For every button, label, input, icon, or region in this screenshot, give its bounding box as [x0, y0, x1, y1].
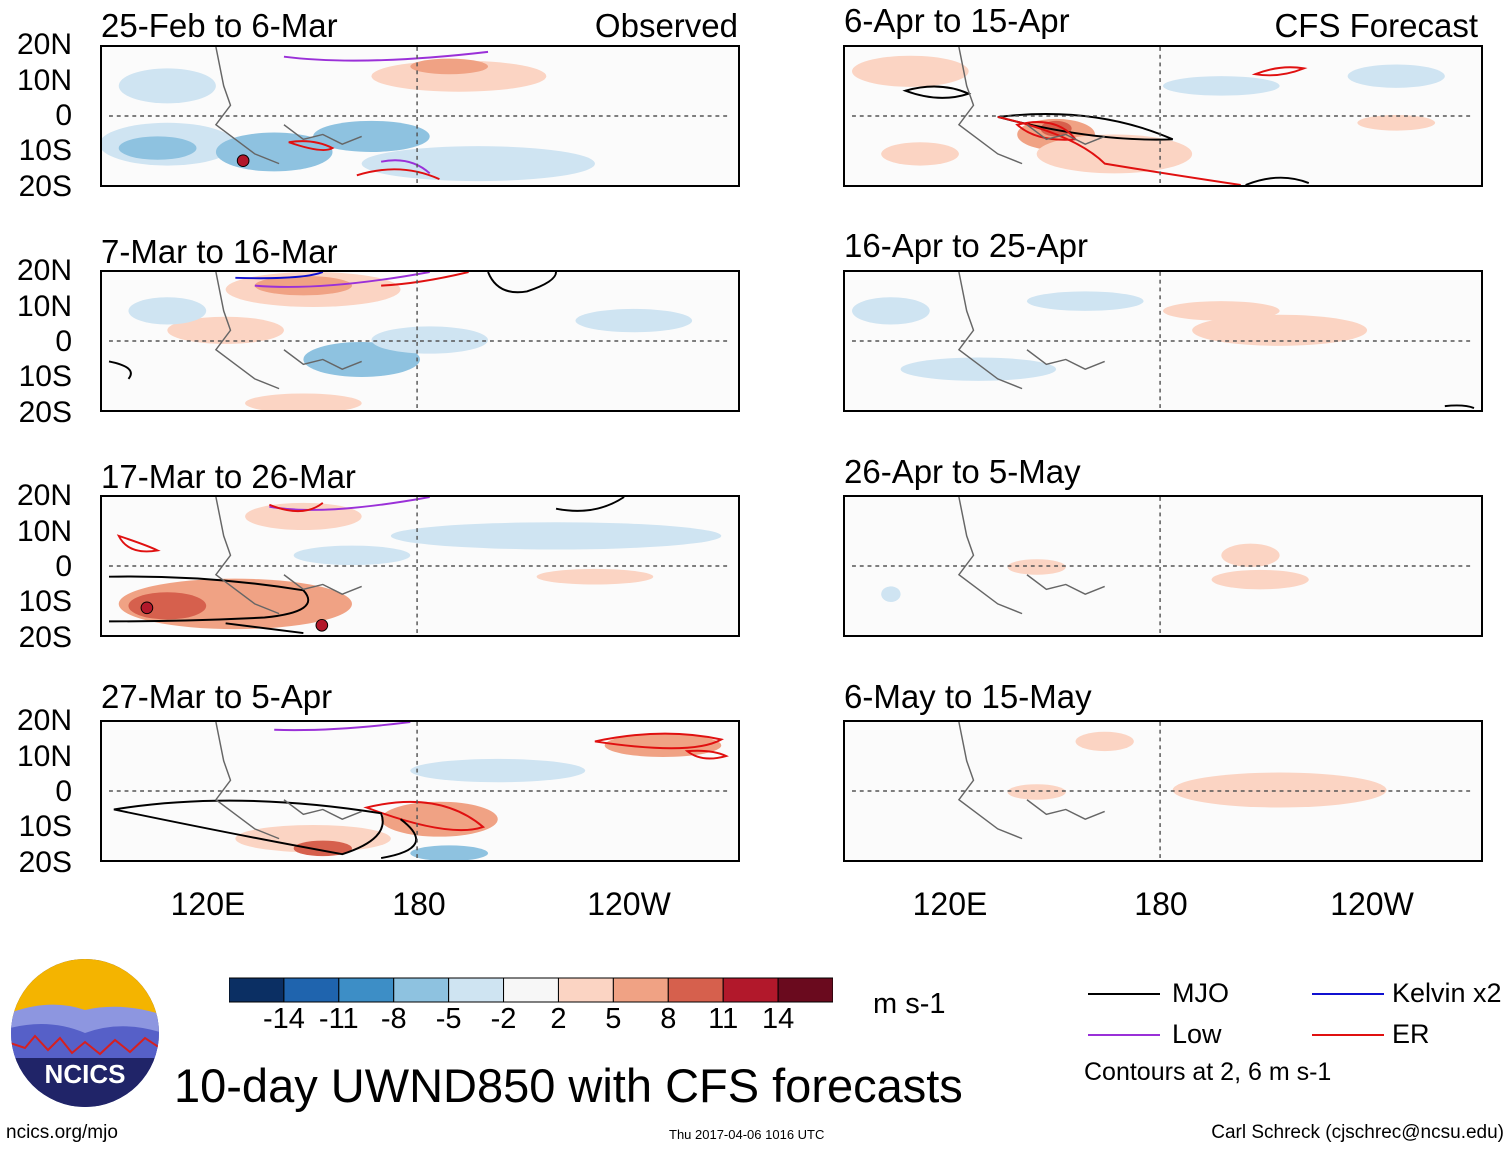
lat-tick-label: 10S: [18, 360, 72, 393]
lat-tick-label: 20N: [16, 28, 72, 61]
panel-title: 16-Apr to 25-Apr: [844, 227, 1088, 264]
panel-title: 17-Mar to 26-Mar: [101, 458, 356, 495]
map-panel-4: [100, 720, 740, 862]
legend-line-kelvin: [1312, 993, 1384, 995]
panel-title: 27-Mar to 5-Apr: [101, 678, 333, 715]
colorbar-tick-label: 2: [550, 1003, 567, 1035]
colorbar-swatch: [557, 977, 614, 1003]
legend-line-low: [1088, 1034, 1160, 1036]
panel-title: 7-Mar to 16-Mar: [101, 233, 338, 270]
colorbar-swatch: [612, 977, 669, 1003]
legend-line-mjo: [1088, 993, 1160, 995]
lat-tick-label: 0: [55, 325, 72, 358]
colorbar-tick-label: -14: [262, 1003, 305, 1035]
lon-tick-label: 120W: [1330, 886, 1414, 922]
colorbar-swatch: [448, 977, 505, 1003]
colorbar-tick-label: 14: [761, 1003, 795, 1035]
panel-title: 6-May to 15-May: [844, 678, 1092, 715]
colorbar-swatch: [503, 977, 559, 1003]
source-url[interactable]: ncics.org/mjo: [6, 1122, 118, 1143]
colorbar: [229, 977, 833, 1003]
lat-tick-label: 20S: [18, 170, 72, 203]
chart-title: 10-day UWND850 with CFS forecasts: [174, 1059, 963, 1112]
colorbar-swatch: [393, 977, 450, 1003]
colorbar-tick-label: -8: [380, 1003, 407, 1035]
lat-tick-label: 20S: [18, 846, 72, 879]
colorbar-swatch: [338, 977, 395, 1003]
legend-label-er: ER: [1392, 1019, 1430, 1049]
lat-tick-label: 10S: [18, 585, 72, 618]
colorbar-tick-label: -11: [318, 1003, 359, 1035]
map-panel-5: [843, 45, 1483, 187]
units-label: m s-1: [873, 988, 946, 1020]
lat-tick-label: 10S: [18, 810, 72, 843]
colorbar-tick-label: 11: [708, 1003, 739, 1035]
map-panel-6: [843, 270, 1483, 412]
panel-title: 26-Apr to 5-May: [844, 453, 1081, 490]
logo-text: NCICS: [45, 1059, 126, 1089]
colorbar-swatch: [229, 977, 285, 1003]
colorbar-tick-label: 8: [660, 1003, 677, 1035]
colorbar-swatch: [283, 977, 340, 1003]
colorbar-tick-label: -5: [435, 1003, 462, 1035]
lat-tick-label: 20N: [16, 479, 72, 512]
map-panel-7: [843, 495, 1483, 637]
lon-tick-label: 120E: [912, 886, 988, 922]
map-panel-1: [100, 45, 740, 187]
lat-tick-label: 20N: [16, 254, 72, 287]
legend-line-er: [1312, 1034, 1384, 1036]
forecast-label: CFS Forecast: [1274, 7, 1478, 44]
colorbar-tick-label: -2: [490, 1003, 517, 1035]
map-panel-8: [843, 720, 1483, 862]
panel-title: 6-Apr to 15-Apr: [844, 2, 1070, 39]
timestamp: Thu 2017-04-06 1016 UTC: [669, 1127, 825, 1142]
colorbar-swatch: [777, 977, 833, 1003]
lat-tick-label: 10N: [16, 64, 72, 97]
map-panel-3: [100, 495, 740, 637]
lat-tick-label: 10N: [16, 290, 72, 323]
colorbar-swatch: [722, 977, 779, 1003]
lat-tick-label: 20S: [18, 621, 72, 654]
contour-note: Contours at 2, 6 m s-1: [1084, 1058, 1332, 1086]
lat-tick-label: 0: [55, 775, 72, 808]
lat-tick-label: 10N: [16, 515, 72, 548]
lon-tick-label: 180: [392, 886, 446, 922]
observed-label: Observed: [594, 7, 738, 44]
legend-label-low: Low: [1172, 1019, 1222, 1049]
lat-tick-label: 0: [55, 99, 72, 132]
lat-tick-label: 20N: [16, 704, 72, 737]
colorbar-swatch: [667, 977, 724, 1003]
legend-label-mjo: MJO: [1172, 978, 1229, 1008]
legend-label-kelvin: Kelvin x2: [1392, 978, 1502, 1008]
credit: Carl Schreck (cjschrec@ncsu.edu): [1211, 1122, 1504, 1143]
lat-tick-label: 0: [55, 550, 72, 583]
lat-tick-label: 10S: [18, 134, 72, 167]
lon-tick-label: 120E: [170, 886, 246, 922]
panel-title: 25-Feb to 6-Mar: [101, 7, 338, 44]
lat-tick-label: 20S: [18, 396, 72, 429]
lon-tick-label: 120W: [587, 886, 671, 922]
map-panel-2: [100, 270, 740, 412]
colorbar-tick-label: 5: [605, 1003, 622, 1035]
lat-tick-label: 10N: [16, 740, 72, 773]
lon-tick-label: 180: [1134, 886, 1188, 922]
ncics-logo: NCICS: [11, 959, 159, 1107]
